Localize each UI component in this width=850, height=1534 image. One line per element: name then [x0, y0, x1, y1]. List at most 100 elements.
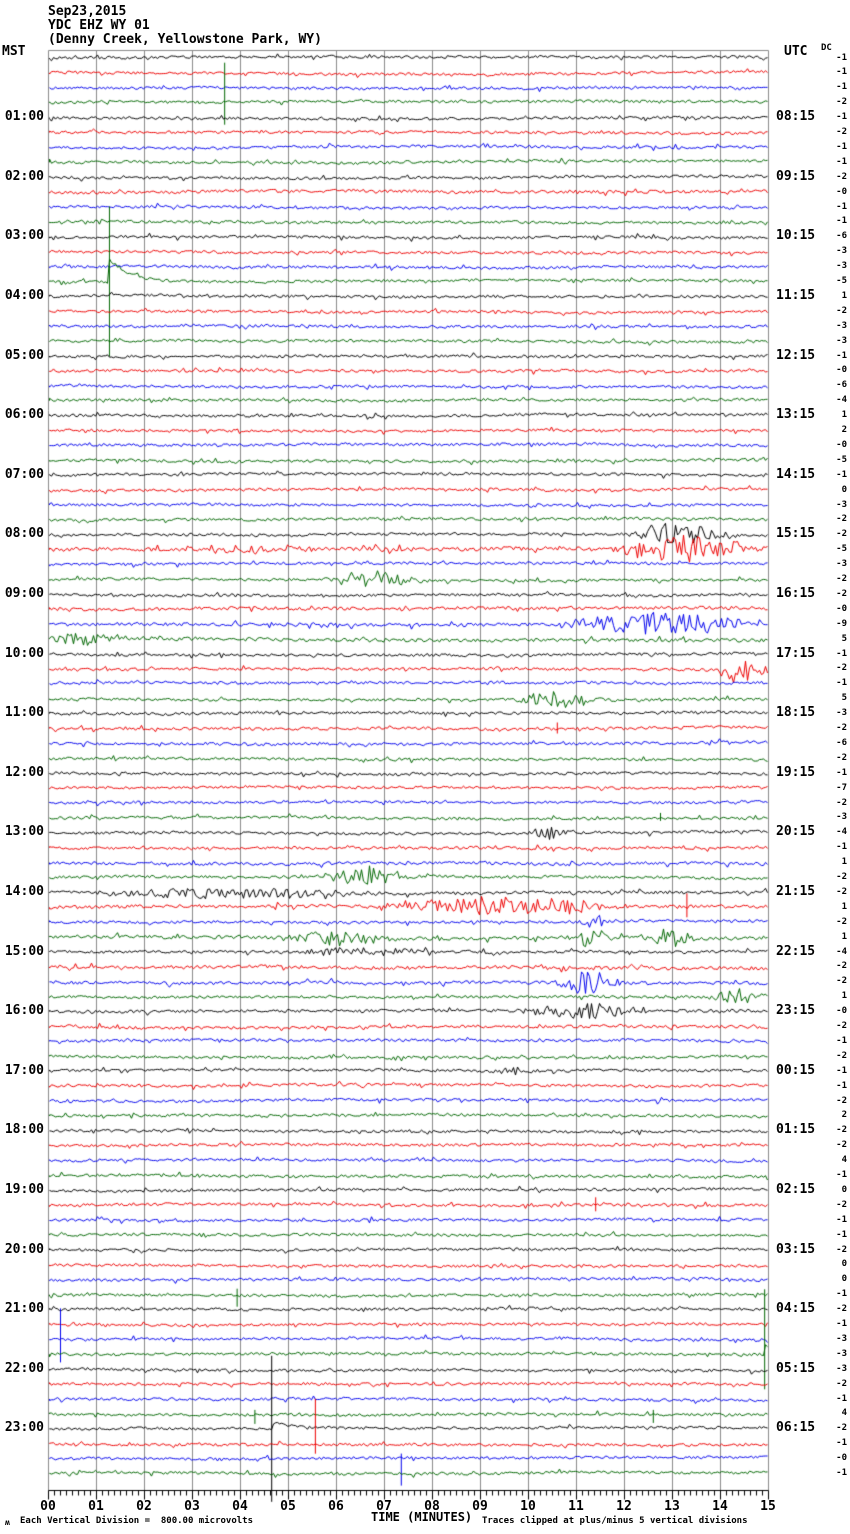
- dc-offset-value: 1: [841, 857, 847, 868]
- dc-offset-value: -2: [836, 663, 847, 674]
- x-axis-tick-label: 00: [40, 1499, 56, 1514]
- dc-offset-value: -3: [836, 261, 847, 272]
- utc-hour-label: 20:15: [776, 824, 816, 840]
- dc-offset-value: -2: [836, 752, 847, 763]
- dc-offset-value: -1: [836, 156, 847, 167]
- utc-hour-label: 01:15: [776, 1122, 816, 1138]
- dc-offset-value: -2: [836, 514, 847, 525]
- dc-offset-value: -3: [836, 246, 847, 257]
- dc-offset-value: -5: [836, 454, 847, 465]
- dc-offset-value: -2: [836, 574, 847, 584]
- utc-hour-label: 06:15: [776, 1420, 816, 1436]
- mst-hour-label: 05:00: [4, 347, 44, 363]
- clip-note: Traces clipped at plus/minus 5 vertical …: [482, 1516, 748, 1526]
- mst-hour-label: 06:00: [4, 407, 44, 423]
- dc-offset-value: -2: [836, 961, 847, 972]
- dc-offset-value: -1: [836, 648, 847, 659]
- dc-offset-value: -3: [836, 335, 847, 346]
- dc-offset-value: 0: [841, 1259, 847, 1270]
- dc-offset-value: -1: [836, 112, 847, 123]
- dc-offset-value: 4: [841, 1155, 847, 1166]
- utc-hour-label: 02:15: [776, 1181, 816, 1197]
- utc-hour-label: 08:15: [776, 109, 816, 125]
- dc-offset-value: -2: [836, 723, 847, 733]
- utc-hour-label: 05:15: [776, 1360, 816, 1376]
- scale-note: Each Vertical Division = 800.00 microvol…: [20, 1516, 253, 1526]
- dc-offset-value: 0: [841, 484, 847, 495]
- utc-hour-label: 09:15: [776, 168, 816, 184]
- dc-offset-value: -2: [836, 171, 847, 182]
- dc-offset-value: -2: [836, 1304, 847, 1315]
- dc-offset-value: 1: [841, 290, 847, 301]
- dc-offset-value: -0: [836, 603, 847, 614]
- utc-hour-label: 00:15: [776, 1062, 816, 1078]
- dc-offset-value: -1: [836, 1229, 847, 1240]
- utc-hour-label: 21:15: [776, 883, 816, 899]
- dc-offset-value: 1: [841, 410, 847, 421]
- mst-hour-label: 11:00: [4, 705, 44, 721]
- mst-hour-label: 21:00: [4, 1301, 44, 1317]
- dc-offset-value: -1: [836, 67, 847, 78]
- title-location: (Denny Creek, Yellowstone Park, WY): [48, 32, 322, 47]
- dc-offset-value: -2: [836, 1095, 847, 1106]
- x-axis-tick-label: 08: [424, 1499, 440, 1514]
- dc-offset-value: -1: [836, 1468, 847, 1478]
- dc-offset-value: -7: [836, 782, 847, 793]
- x-axis-tick-label: 06: [328, 1499, 344, 1514]
- x-axis-tick-label: 03: [184, 1499, 200, 1514]
- dc-offset-value: -4: [836, 395, 847, 406]
- mst-hour-label: 02:00: [4, 168, 44, 184]
- dc-offset-value: -1: [836, 52, 847, 63]
- x-axis-tick-label: 07: [376, 1499, 392, 1514]
- mst-hour-label: 16:00: [4, 1003, 44, 1019]
- dc-offset-value: -2: [836, 872, 847, 882]
- dc-offset-value: -1: [836, 1080, 847, 1091]
- x-axis-tick-label: 10: [520, 1499, 536, 1514]
- dc-offset-value: 0: [841, 1274, 847, 1285]
- dc-offset-value: -6: [836, 231, 847, 242]
- dc-offset-value: -0: [836, 1006, 847, 1017]
- utc-hour-label: 15:15: [776, 526, 816, 542]
- dc-offset-value: -3: [836, 708, 847, 719]
- dc-offset-value: -2: [836, 1378, 847, 1389]
- x-axis-title: TIME (MINUTES): [371, 1510, 473, 1524]
- dc-offset-value: -1: [836, 842, 847, 853]
- mst-hour-label: 23:00: [4, 1420, 44, 1436]
- corner-logo-icon: ʍ: [5, 1518, 10, 1527]
- mst-hour-label: 19:00: [4, 1181, 44, 1197]
- x-axis-tick-label: 13: [664, 1499, 680, 1514]
- mst-hour-label: 03:00: [4, 228, 44, 244]
- dc-offset-value: -6: [836, 737, 847, 748]
- dc-offset-value: 5: [841, 693, 847, 704]
- right-timezone-label: UTC: [784, 44, 808, 59]
- dc-offset-value: -2: [836, 97, 847, 108]
- mst-hour-label: 04:00: [4, 287, 44, 303]
- mst-hour-label: 14:00: [4, 883, 44, 899]
- dc-offset-value: -5: [836, 544, 847, 555]
- mst-hour-label: 13:00: [4, 824, 44, 840]
- dc-offset-value: 0: [841, 1184, 847, 1195]
- dc-offset-value: -2: [836, 305, 847, 316]
- dc-offset-value: 2: [841, 1110, 847, 1121]
- dc-offset-value: -9: [836, 618, 847, 629]
- dc-offset-value: -1: [836, 678, 847, 689]
- mst-hour-label: 20:00: [4, 1241, 44, 1257]
- dc-offset-value: -3: [836, 559, 847, 570]
- dc-offset-value: -1: [836, 1170, 847, 1180]
- dc-offset-value: -0: [836, 186, 847, 197]
- dc-offset-value: -3: [836, 1363, 847, 1374]
- mst-hour-label: 15:00: [4, 943, 44, 959]
- mst-hour-label: 17:00: [4, 1062, 44, 1078]
- dc-offset-value: -1: [836, 767, 847, 778]
- dc-offset-value: -4: [836, 946, 847, 957]
- dc-offset-value: -1: [836, 1289, 847, 1300]
- dc-offset-value: -2: [836, 588, 847, 599]
- mst-hour-label: 09:00: [4, 585, 44, 601]
- dc-offset-value: -1: [836, 82, 847, 93]
- x-axis-tick-label: 05: [280, 1499, 296, 1514]
- dc-offset-value: -2: [836, 1199, 847, 1210]
- dc-offset-value: -2: [836, 1140, 847, 1151]
- dc-offset-value: -1: [836, 350, 847, 361]
- dc-offset-value: -3: [836, 499, 847, 510]
